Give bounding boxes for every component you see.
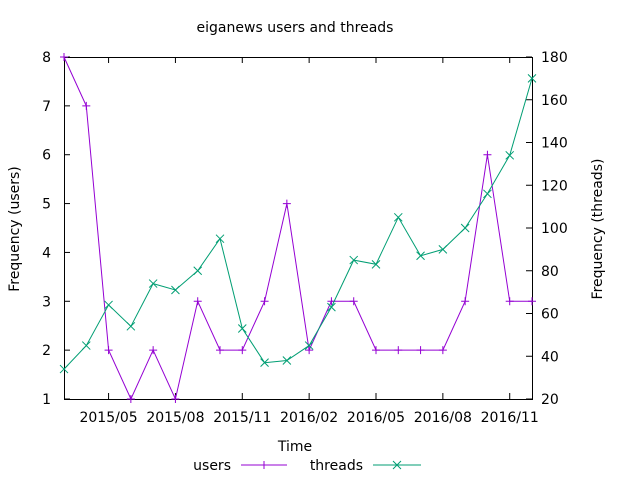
data-point-threads	[505, 150, 515, 160]
y-axis-right-label: Frequency (threads)	[590, 159, 606, 300]
x-tick-label: 2016/08	[414, 410, 472, 426]
y-left-tick-label: 1	[42, 392, 51, 408]
y-left-tick-label: 3	[42, 294, 51, 310]
data-point-threads	[260, 358, 269, 368]
y-right-tick-label: 20	[541, 392, 559, 408]
data-point-users	[104, 346, 113, 355]
y-left-tick-label: 5	[42, 197, 51, 213]
data-point-users	[483, 150, 492, 159]
y-left-tick-label: 6	[42, 148, 51, 164]
data-point-users	[82, 101, 91, 110]
y-right-tick-label: 40	[541, 349, 559, 365]
data-point-users	[394, 346, 403, 355]
data-point-users	[171, 395, 180, 403]
y-right-tick-label: 100	[541, 221, 568, 237]
y-right-tick-label: 120	[541, 178, 568, 194]
y-right-tick-label: 180	[541, 50, 568, 66]
y-left-tick-label: 8	[42, 50, 51, 66]
data-point-threads	[237, 324, 247, 333]
data-point-threads	[416, 251, 425, 261]
data-point-threads	[193, 266, 203, 276]
left-axis: 1 2 3 4 5 6 7 8	[42, 50, 70, 408]
y-right-tick-label: 80	[541, 264, 559, 280]
series-line-users	[63, 56, 532, 401]
y-right-tick-label: 160	[541, 93, 568, 109]
data-point-users	[149, 346, 158, 355]
data-point-threads	[215, 234, 225, 244]
data-point-users	[126, 395, 135, 403]
chart-title: eiganews users and threads	[197, 20, 394, 36]
data-point-threads	[282, 356, 292, 365]
y-left-tick-label: 2	[42, 343, 51, 359]
data-point-threads	[438, 245, 448, 254]
data-point-threads	[59, 364, 69, 374]
y-left-tick-label: 4	[42, 245, 51, 261]
x-tick-label: 2016/11	[481, 410, 539, 426]
data-point-users	[260, 297, 269, 306]
data-point-threads	[349, 255, 359, 265]
legend-marker-users	[260, 461, 268, 469]
x-tick-label: 2015/05	[79, 410, 137, 426]
data-point-users	[416, 346, 425, 355]
data-point-threads	[81, 341, 91, 350]
series-line-threads	[63, 78, 533, 370]
plot-frame	[64, 57, 533, 400]
x-tick-label: 2016/02	[280, 410, 338, 426]
data-point-threads	[304, 341, 314, 350]
data-point-threads	[393, 212, 403, 222]
data-point-threads	[483, 189, 492, 199]
data-point-users	[528, 297, 536, 306]
data-point-threads	[527, 74, 537, 83]
x-axis-label: Time	[277, 439, 312, 455]
right-axis: 20 40 60 80 100 120 140 160 180	[526, 50, 568, 408]
data-point-threads	[148, 279, 158, 288]
y-left-tick-label: 7	[42, 99, 51, 115]
data-point-threads	[460, 223, 470, 233]
data-point-users	[349, 297, 358, 306]
y-right-tick-label: 140	[541, 136, 568, 152]
data-point-users	[282, 199, 291, 208]
data-point-users	[193, 297, 202, 306]
data-point-users	[60, 53, 68, 61]
data-point-users	[505, 297, 514, 306]
data-point-threads	[104, 300, 113, 310]
data-point-threads	[327, 302, 336, 312]
y-right-tick-label: 60	[541, 307, 559, 323]
legend-marker-threads	[392, 460, 402, 470]
series-layer	[59, 53, 537, 403]
data-point-threads	[371, 259, 381, 269]
legend-label-users: users	[193, 458, 231, 474]
x-tick-label: 2016/05	[347, 410, 405, 426]
data-point-users	[438, 346, 447, 355]
x-axis: 2015/05 2015/08 2015/11 2016/02 2016/05 2016/…	[79, 57, 539, 426]
x-tick-label: 2015/11	[213, 410, 271, 426]
data-point-users	[238, 346, 247, 355]
legend: users threads	[193, 458, 421, 474]
data-point-threads	[126, 321, 136, 331]
y-axis-left-label: Frequency (users)	[7, 166, 23, 292]
data-point-users	[461, 297, 470, 306]
data-point-users	[216, 346, 224, 355]
legend-label-threads: threads	[310, 458, 363, 474]
data-point-users	[305, 346, 314, 355]
x-tick-label: 2015/08	[146, 410, 204, 426]
data-point-threads	[171, 285, 180, 295]
data-point-users	[372, 346, 380, 355]
